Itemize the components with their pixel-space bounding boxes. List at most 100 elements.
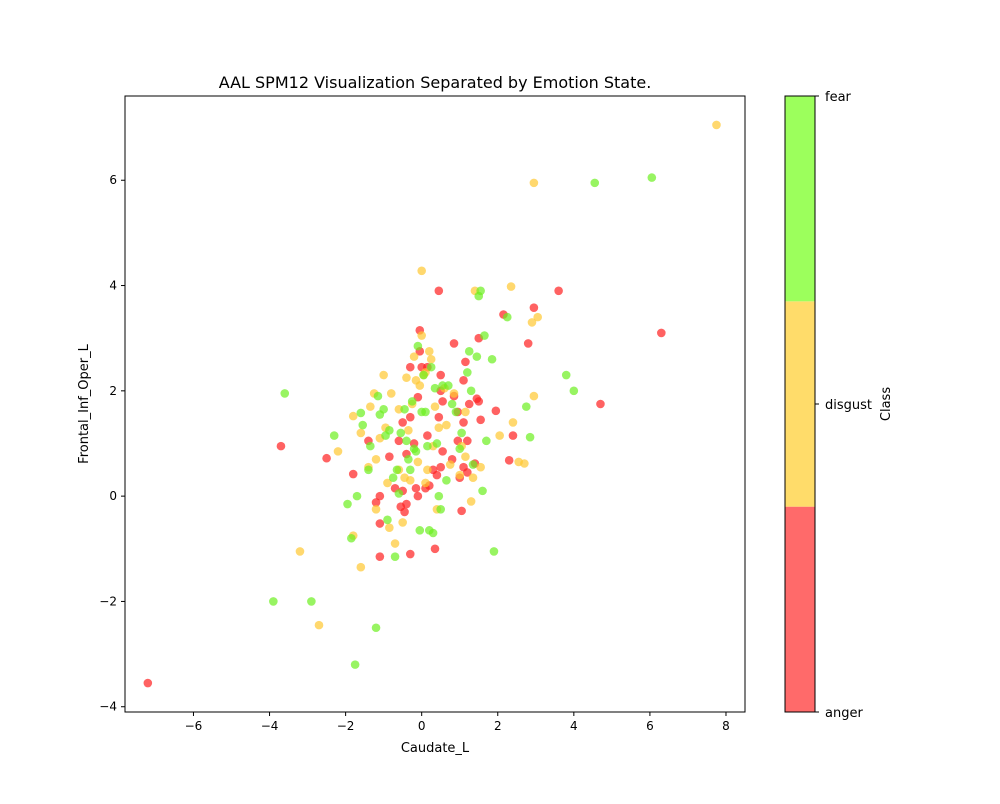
data-point xyxy=(506,282,516,291)
data-point xyxy=(352,491,362,501)
data-point xyxy=(375,491,385,501)
colorbar-tick-label: fear xyxy=(825,90,852,105)
data-point xyxy=(385,426,394,435)
data-point xyxy=(449,389,459,398)
data-point xyxy=(375,552,385,561)
data-point xyxy=(478,486,487,496)
data-point xyxy=(438,397,447,406)
data-point xyxy=(434,491,444,501)
data-point xyxy=(596,399,605,409)
data-point xyxy=(404,454,413,464)
data-point xyxy=(461,407,470,417)
data-point xyxy=(508,418,518,427)
data-point xyxy=(417,331,426,340)
data-point xyxy=(455,470,465,480)
data-point xyxy=(529,391,539,401)
data-point xyxy=(392,465,402,475)
colorbar-tick-label: anger xyxy=(825,706,863,721)
x-axis-label: Caudate_L xyxy=(401,741,470,756)
data-point xyxy=(398,518,407,527)
data-point xyxy=(333,447,343,456)
data-point xyxy=(480,331,489,340)
data-point xyxy=(487,354,497,364)
data-point xyxy=(428,528,438,538)
data-point xyxy=(411,483,421,493)
data-point xyxy=(269,597,278,606)
data-point xyxy=(379,370,388,380)
x-tick-label: −4 xyxy=(261,719,279,733)
data-point xyxy=(348,469,358,479)
x-tick-label: 2 xyxy=(494,719,502,733)
data-point xyxy=(466,497,476,506)
data-point xyxy=(449,339,459,348)
data-point xyxy=(468,460,478,469)
data-point xyxy=(525,432,535,442)
data-point xyxy=(371,504,381,514)
data-point xyxy=(590,178,600,188)
data-point xyxy=(508,431,518,440)
data-point xyxy=(426,354,436,364)
y-tick-label: 4 xyxy=(109,279,117,293)
data-point xyxy=(461,452,470,461)
y-tick-label: 2 xyxy=(109,384,117,398)
data-point xyxy=(476,286,485,296)
data-point xyxy=(474,397,484,406)
data-point xyxy=(521,402,531,411)
data-point xyxy=(322,453,331,463)
data-point xyxy=(472,352,482,361)
data-point xyxy=(347,533,356,543)
plot-frame xyxy=(124,95,746,713)
data-point xyxy=(520,459,529,468)
colorbar-label: Class xyxy=(879,387,894,421)
data-point xyxy=(373,391,383,401)
data-point xyxy=(476,415,485,425)
colorbar-segment-disgust xyxy=(785,301,815,507)
data-point xyxy=(375,519,385,528)
data-point xyxy=(436,462,446,472)
data-point xyxy=(436,504,446,514)
x-tick-label: −2 xyxy=(337,719,355,733)
y-tick-label: 0 xyxy=(109,489,117,503)
data-point xyxy=(386,389,396,398)
data-point xyxy=(405,476,415,485)
colorbar-tick-label: disgust xyxy=(825,398,872,413)
data-point xyxy=(366,402,375,411)
data-point xyxy=(468,473,478,483)
data-point xyxy=(476,462,485,472)
data-point xyxy=(455,444,465,454)
data-point xyxy=(464,347,474,356)
data-point xyxy=(409,352,419,361)
colorbar: anger disgust fear xyxy=(784,90,872,721)
data-point xyxy=(533,312,542,322)
data-point xyxy=(438,447,447,456)
series-fear xyxy=(269,173,657,669)
data-point xyxy=(358,420,368,430)
data-point xyxy=(371,454,381,464)
data-point xyxy=(413,341,423,351)
data-point xyxy=(430,402,440,411)
data-point xyxy=(405,362,415,372)
data-point xyxy=(295,547,305,556)
data-point xyxy=(434,412,444,422)
data-point xyxy=(457,506,466,516)
data-point xyxy=(489,547,499,556)
data-point xyxy=(400,507,409,517)
data-point xyxy=(405,465,415,475)
data-point xyxy=(447,399,457,409)
series-anger xyxy=(143,286,666,688)
data-point xyxy=(413,491,423,501)
data-point xyxy=(423,465,432,475)
data-point xyxy=(419,370,428,380)
data-point xyxy=(445,460,455,469)
data-point xyxy=(712,120,721,130)
data-point xyxy=(415,381,425,390)
data-point xyxy=(402,373,411,382)
data-point xyxy=(383,478,392,488)
data-point xyxy=(356,408,366,418)
data-point xyxy=(529,178,539,188)
data-point xyxy=(442,476,451,485)
data-point xyxy=(491,406,501,416)
data-point xyxy=(495,431,504,440)
